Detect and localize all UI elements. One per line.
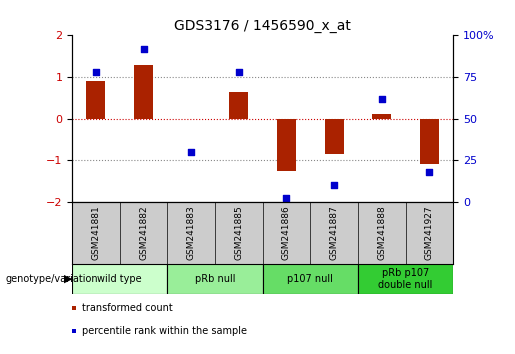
Text: GSM241927: GSM241927 [425, 205, 434, 260]
Point [330, 182, 338, 188]
Point [235, 69, 243, 75]
Text: GSM241881: GSM241881 [92, 205, 100, 260]
Text: p107 null: p107 null [287, 274, 333, 284]
Point [425, 169, 434, 175]
Text: pRb p107
double null: pRb p107 double null [379, 268, 433, 290]
Point [282, 196, 290, 201]
Bar [229, 92, 248, 119]
Text: pRb null: pRb null [195, 274, 235, 284]
Text: GSM241888: GSM241888 [377, 205, 386, 260]
Point [92, 69, 100, 75]
Text: GSM241886: GSM241886 [282, 205, 291, 260]
Text: GSM241885: GSM241885 [234, 205, 243, 260]
Text: GSM241883: GSM241883 [187, 205, 196, 260]
Bar [358, 264, 453, 294]
Bar [72, 264, 167, 294]
Bar [277, 119, 296, 171]
Text: ▶: ▶ [64, 274, 73, 284]
Point [187, 149, 195, 155]
Bar [87, 81, 106, 119]
Text: GSM241887: GSM241887 [330, 205, 338, 260]
Title: GDS3176 / 1456590_x_at: GDS3176 / 1456590_x_at [174, 19, 351, 33]
Text: GSM241882: GSM241882 [139, 205, 148, 260]
Point [140, 46, 148, 52]
Text: transformed count: transformed count [82, 303, 173, 313]
Bar [263, 264, 358, 294]
Text: percentile rank within the sample: percentile rank within the sample [82, 326, 247, 336]
Bar [372, 114, 391, 119]
Bar [324, 119, 344, 154]
Point [377, 96, 386, 102]
Text: wild type: wild type [97, 274, 142, 284]
Bar [167, 264, 263, 294]
Bar [420, 119, 439, 164]
Bar [134, 64, 153, 119]
Text: genotype/variation: genotype/variation [5, 274, 98, 284]
